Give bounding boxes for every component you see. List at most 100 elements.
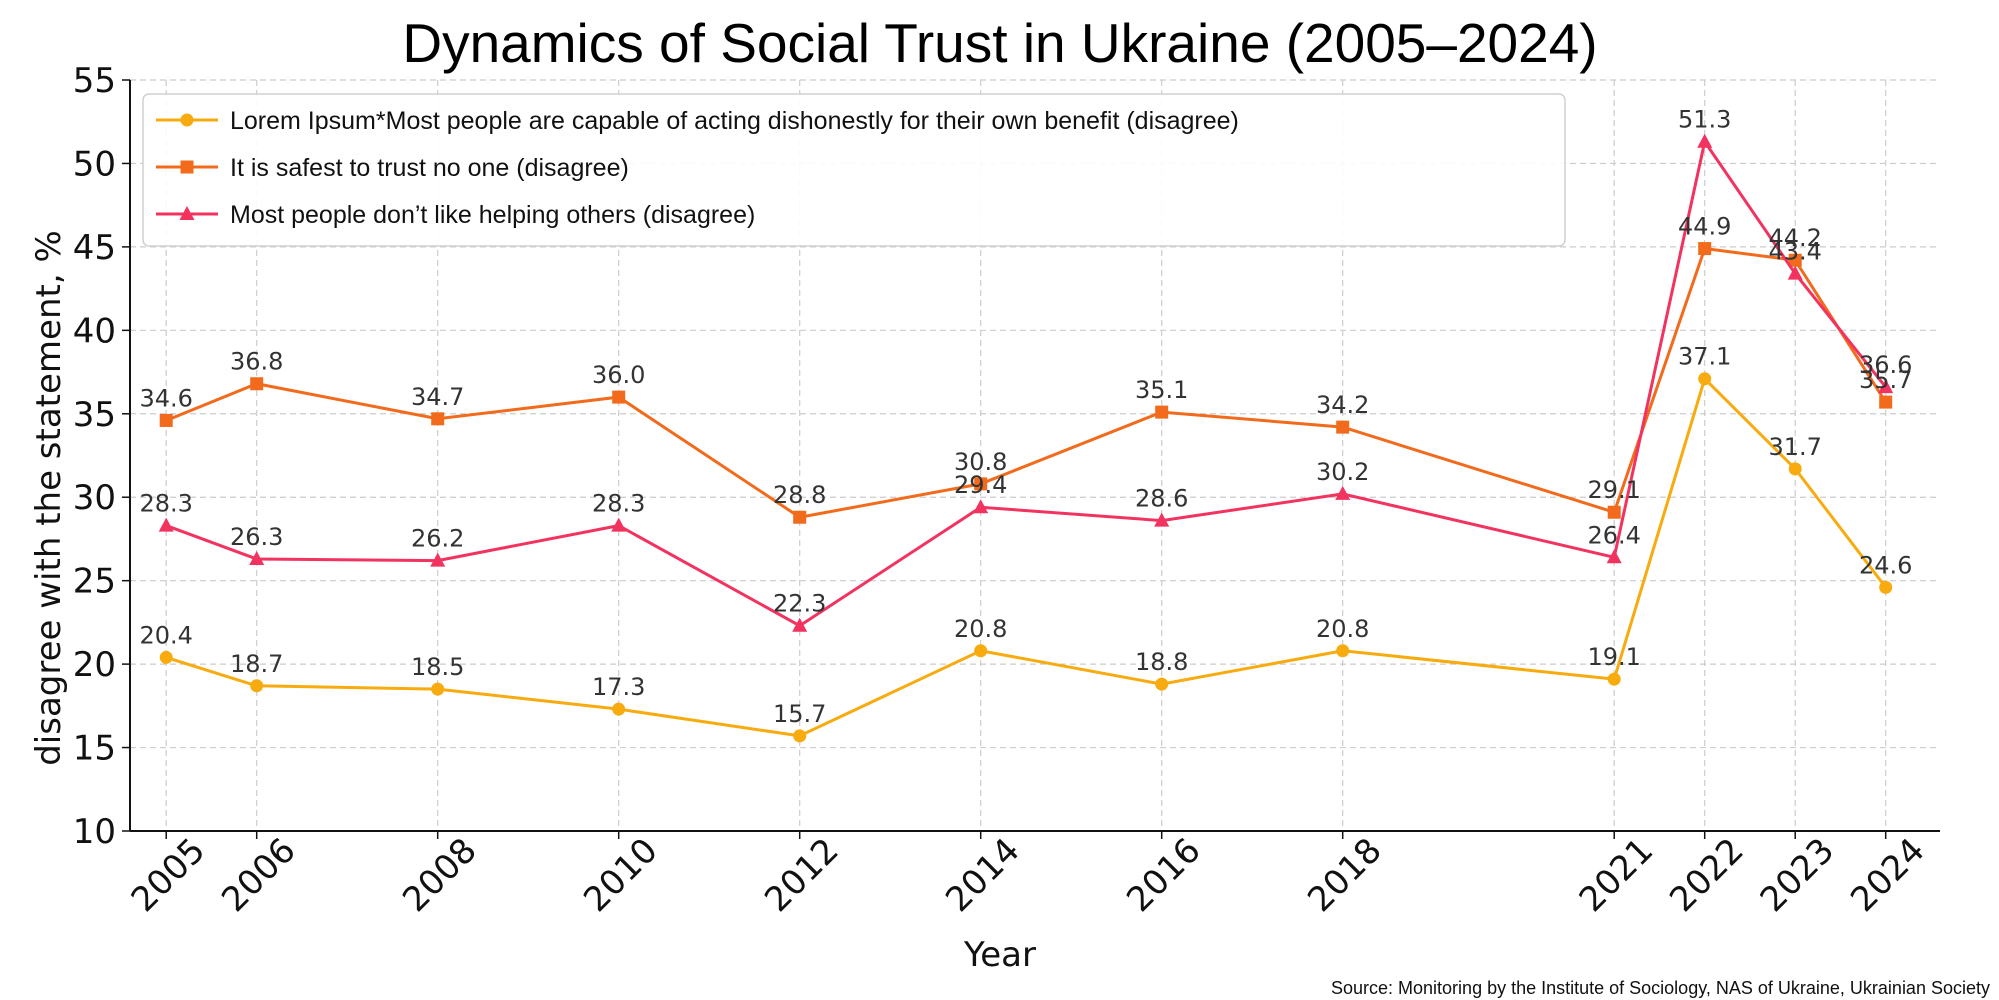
series-group xyxy=(158,133,1894,743)
y-tick-label: 55 xyxy=(73,61,116,101)
y-tick-label: 25 xyxy=(73,562,116,602)
y-tick-label: 20 xyxy=(73,645,116,685)
data-point xyxy=(793,510,807,524)
data-point xyxy=(1698,242,1712,256)
y-tick-label: 50 xyxy=(73,144,116,184)
x-tick-label: 2006 xyxy=(214,830,303,919)
legend-label: It is safest to trust no one (disagree) xyxy=(230,154,629,182)
data-point xyxy=(159,413,173,427)
x-tick-labels: 2005 2006 2008 2010 2012 2014 2016 2018 2021 2022… xyxy=(124,830,1933,919)
y-tick-label: 40 xyxy=(73,311,116,351)
data-point xyxy=(611,517,627,532)
data-label: 34.2 xyxy=(1316,391,1369,419)
data-label: 18.7 xyxy=(230,650,283,678)
x-tick-label: 2010 xyxy=(576,830,665,919)
y-tick-label: 45 xyxy=(73,228,116,268)
data-point xyxy=(1607,505,1621,519)
x-tick-label: 2024 xyxy=(1843,830,1932,919)
data-point xyxy=(431,412,445,426)
data-label: 26.3 xyxy=(230,523,283,551)
data-labels: 20.4 18.7 18.5 17.3 15.7 20.8 18.8 20.8 19.1 37.1… xyxy=(139,106,1912,728)
y-tick-label: 35 xyxy=(73,395,116,435)
x-tick-label: 2008 xyxy=(395,830,484,919)
data-label: 36.0 xyxy=(592,361,645,389)
series-line-2 xyxy=(165,246,1887,519)
data-point xyxy=(1336,644,1350,658)
data-point xyxy=(973,499,989,514)
x-tick-label: 2021 xyxy=(1572,830,1661,919)
data-point xyxy=(1154,512,1170,527)
data-label: 44.2 xyxy=(1768,224,1821,252)
data-point xyxy=(612,390,626,404)
x-tick-label: 2005 xyxy=(124,830,213,919)
data-point xyxy=(1155,405,1169,419)
data-point xyxy=(974,644,988,658)
data-label: 35.7 xyxy=(1859,366,1912,394)
data-point xyxy=(1878,379,1894,394)
data-label: 18.5 xyxy=(411,653,464,681)
x-tick-label: 2023 xyxy=(1753,830,1842,919)
y-axis-label: disagree with the statement, % xyxy=(29,230,69,766)
y-tick-label: 10 xyxy=(73,812,116,852)
x-tick-label: 2016 xyxy=(1119,830,1208,919)
x-tick-label: 2012 xyxy=(757,830,846,919)
data-point xyxy=(250,679,264,693)
data-point xyxy=(159,650,173,664)
data-label: 28.6 xyxy=(1135,485,1188,513)
legend-marker xyxy=(179,206,195,220)
legend: Lorem Ipsum*Most people are capable of a… xyxy=(142,93,1566,247)
x-axis-label: Year xyxy=(963,935,1036,975)
data-label: 30.2 xyxy=(1316,458,1369,486)
data-point xyxy=(1788,253,1802,267)
data-label: 43.4 xyxy=(1768,238,1821,266)
data-point xyxy=(431,682,445,696)
data-label: 26.2 xyxy=(411,525,464,553)
series-line-1 xyxy=(165,375,1887,738)
data-point xyxy=(1607,672,1621,686)
data-label: 20.4 xyxy=(139,621,192,649)
data-point xyxy=(1336,420,1350,434)
data-label: 44.9 xyxy=(1678,213,1731,241)
data-label: 22.3 xyxy=(773,590,826,618)
data-label: 36.6 xyxy=(1859,351,1912,379)
data-label: 34.6 xyxy=(139,384,192,412)
legend-marker xyxy=(180,160,194,174)
data-label: 17.3 xyxy=(592,673,645,701)
data-label: 20.8 xyxy=(954,615,1007,643)
data-label: 24.6 xyxy=(1859,551,1912,579)
data-point xyxy=(1155,677,1169,691)
series-line-3 xyxy=(165,138,1887,628)
y-tick-labels: 10 15 20 25 30 35 40 45 50 55 xyxy=(73,61,116,852)
source-note: Source: Monitoring by the Institute of S… xyxy=(1331,978,1990,998)
data-label: 31.7 xyxy=(1768,433,1821,461)
data-label: 35.1 xyxy=(1135,376,1188,404)
data-label: 18.8 xyxy=(1135,648,1188,676)
data-point xyxy=(1787,265,1803,280)
data-point xyxy=(793,729,807,743)
data-label: 30.8 xyxy=(954,448,1007,476)
data-point xyxy=(1335,485,1351,500)
data-label: 28.3 xyxy=(139,490,192,518)
data-label: 28.8 xyxy=(773,481,826,509)
data-point xyxy=(974,477,988,491)
data-label: 29.4 xyxy=(954,471,1007,499)
data-point xyxy=(1606,549,1622,564)
data-label: 51.3 xyxy=(1678,106,1731,134)
data-point xyxy=(158,517,174,532)
x-tick-label: 2014 xyxy=(938,830,1027,919)
data-label: 28.3 xyxy=(592,490,645,518)
chart-title: Dynamics of Social Trust in Ukraine (200… xyxy=(402,12,1597,74)
y-tick-label: 30 xyxy=(73,478,116,518)
data-point xyxy=(1879,580,1893,594)
data-label: 19.1 xyxy=(1587,643,1640,671)
legend-box xyxy=(142,93,1566,247)
data-point xyxy=(612,702,626,716)
axes xyxy=(122,79,1940,839)
data-point xyxy=(1698,372,1712,386)
data-label: 15.7 xyxy=(773,700,826,728)
data-label: 36.8 xyxy=(230,348,283,376)
data-point xyxy=(250,377,264,391)
legend-marker xyxy=(180,113,194,127)
data-label: 34.7 xyxy=(411,383,464,411)
